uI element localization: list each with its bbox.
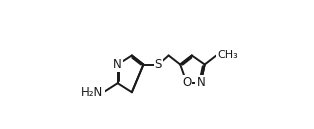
Text: CH₃: CH₃ (217, 50, 238, 61)
Text: H₂N: H₂N (81, 86, 104, 99)
Text: N: N (113, 58, 122, 71)
Text: N: N (197, 76, 205, 89)
Text: S: S (154, 58, 162, 71)
Text: O: O (182, 76, 191, 89)
